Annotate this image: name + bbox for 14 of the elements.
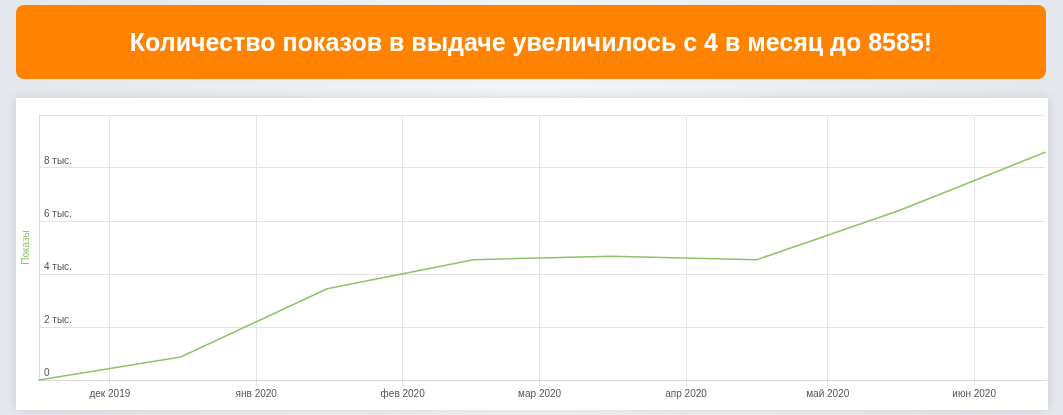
x-tick-label: апр 2020 [665,387,708,399]
y-tick-label: 8 тыс. [44,154,72,166]
x-tick-label: июн 2020 [952,387,997,399]
y-tick-label: 2 тыс. [44,313,72,325]
chart-title: Количество показов в выдаче увеличилось с 4 в месяц до 8585! [16,5,1046,79]
x-tick-label: янв 2020 [235,387,278,399]
x-tick-label: дек 2019 [89,387,131,399]
x-tick-label: мар 2020 [518,387,562,399]
x-tick-label: май 2020 [806,387,850,399]
y-tick-label: 6 тыс. [44,207,72,219]
x-tick-label: фев 2020 [380,387,426,399]
y-tick-label: 4 тыс. [44,260,72,272]
y-axis-title: Показы [19,230,31,265]
y-tick-label: 0 [44,366,50,378]
